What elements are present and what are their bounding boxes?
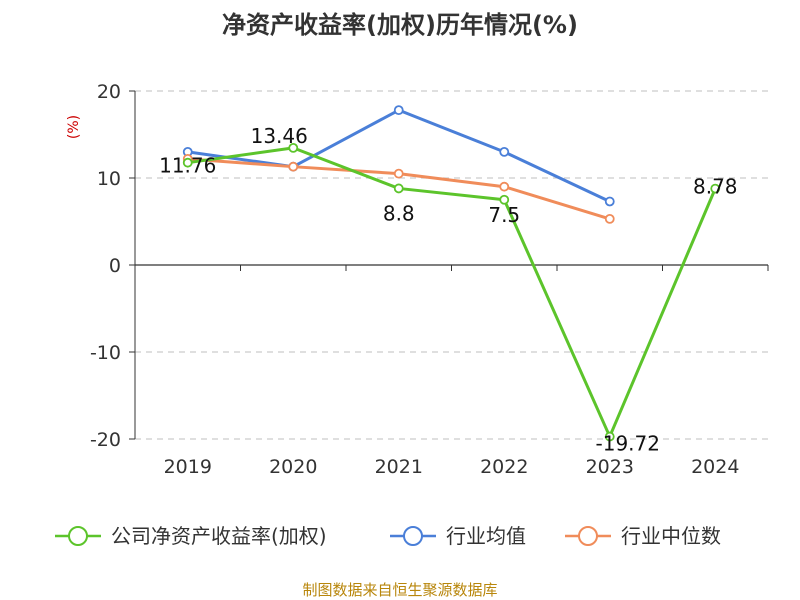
legend: 公司净资产收益率(加权) 行业均值 行业中位数 [55, 524, 721, 548]
legend-swatch-marker [578, 526, 598, 546]
data-point-1 [604, 196, 615, 207]
y-tick-label: 10 [97, 168, 121, 190]
data-label: 8.8 [383, 201, 415, 225]
y-axis-label: (%) [66, 115, 82, 139]
source-note: 制图数据来自恒生聚源数据库 [302, 581, 497, 599]
x-tick-label: 2021 [375, 456, 423, 478]
data-label: -19.72 [596, 432, 660, 456]
legend-swatch-marker [403, 526, 423, 546]
data-point-2 [288, 161, 299, 172]
data-point-2 [393, 168, 404, 179]
data-point-0 [710, 183, 721, 194]
x-tick-label: 2024 [691, 456, 739, 478]
data-label: 11.76 [159, 154, 216, 178]
x-tick-label: 2023 [586, 456, 634, 478]
series-lines [182, 105, 721, 442]
x-tick-label: 2019 [164, 456, 212, 478]
data-label: 13.46 [251, 124, 308, 148]
data-label: 7.5 [488, 203, 520, 227]
axes: 20 10 0 -10 -20 2019 2020 2021 2022 2023 2024 [90, 81, 769, 478]
legend-swatch-marker [68, 526, 88, 546]
data-point-2 [604, 213, 615, 224]
data-point-0 [182, 157, 193, 168]
y-tick-label: -10 [90, 342, 121, 364]
series-line-0 [187, 146, 717, 439]
data-point-0 [288, 142, 299, 153]
y-tick-label: 20 [97, 81, 121, 103]
y-tick-label: 0 [109, 255, 121, 277]
data-point-1 [499, 146, 510, 157]
legend-label: 行业均值 [446, 524, 526, 548]
data-label: 8.78 [693, 175, 738, 199]
x-tick-label: 2020 [269, 456, 317, 478]
legend-label: 行业中位数 [621, 524, 721, 548]
data-point-0 [604, 431, 615, 442]
data-point-1 [393, 105, 404, 116]
legend-label: 公司净资产收益率(加权) [111, 524, 327, 548]
chart-title: 净资产收益率(加权)历年情况(%) [222, 11, 578, 39]
data-point-0 [393, 183, 404, 194]
x-tick-label: 2022 [480, 456, 528, 478]
data-point-2 [499, 181, 510, 192]
data-labels: 11.76 13.46 8.8 7.5 -19.72 8.78 [159, 124, 737, 456]
data-point-0 [499, 194, 510, 205]
y-tick-label: -20 [90, 429, 121, 451]
